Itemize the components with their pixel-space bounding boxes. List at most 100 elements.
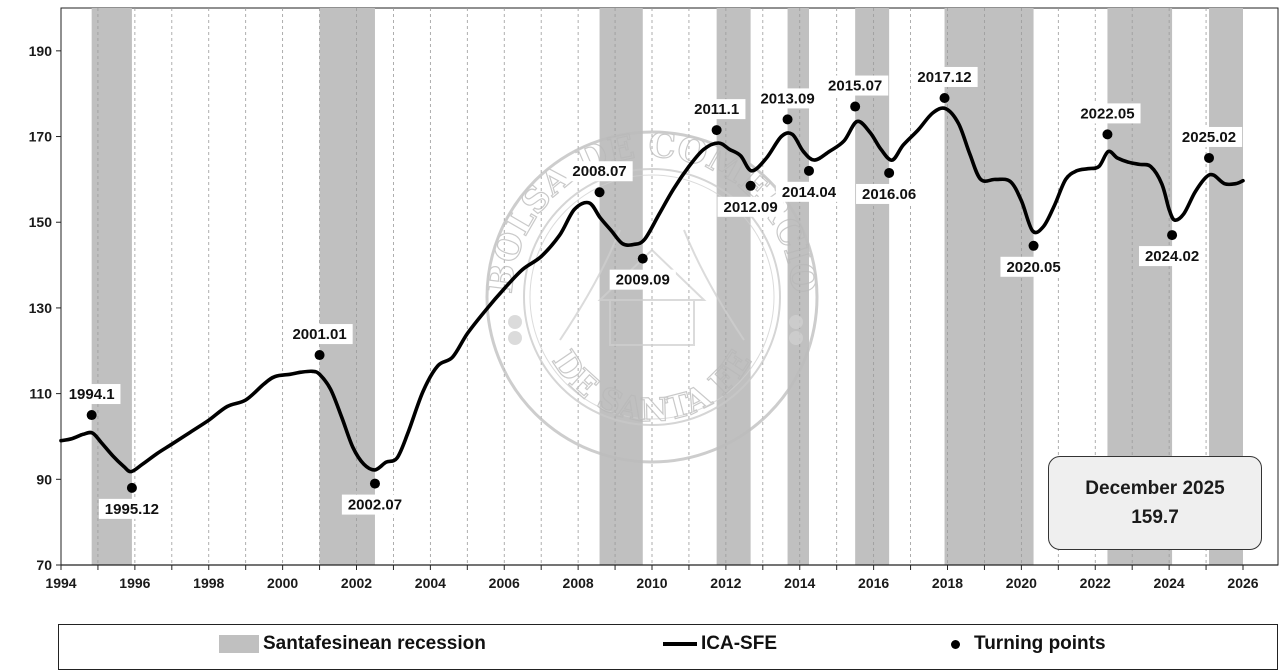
recession-band: [855, 8, 890, 565]
legend-recession-swatch: [219, 635, 259, 653]
y-tick-label: 190: [29, 43, 53, 59]
legend-item-line: ICA-SFE: [663, 633, 777, 655]
turning-point-label: 2017.12: [917, 69, 971, 86]
turning-point-label: 2009.09: [616, 272, 670, 289]
vertical-grid: [97, 8, 1207, 565]
turning-point-label: 2016.06: [862, 186, 916, 203]
x-tick-label: 2018: [932, 575, 963, 591]
x-tick-label: 2016: [858, 575, 889, 591]
watermark-seal: BOLSA DE COMERCIO DE SANTA FE: [480, 125, 824, 464]
y-tick-label: 170: [29, 129, 53, 145]
x-tick-label: 1994: [45, 575, 76, 591]
turning-point-label: 2014.04: [782, 184, 837, 201]
x-tick-label: 2020: [1006, 575, 1037, 591]
legend-line-swatch: [663, 642, 697, 646]
x-axis: 1994 1996 1998 2000 2002 2004 2006 2008 2010 2012…: [45, 564, 1278, 591]
turning-point-label-bg: [566, 161, 633, 182]
turning-point: [1204, 152, 1215, 163]
recession-band: [787, 8, 809, 565]
turning-point-label-bg: [717, 196, 784, 217]
latest-value-date: December 2025: [1085, 478, 1225, 499]
x-tick-label: 2000: [267, 575, 298, 591]
turning-point-label-bg: [341, 494, 409, 515]
turning-point: [369, 478, 380, 489]
x-tick-label: 1998: [193, 575, 224, 591]
x-tick-label: 2014: [784, 575, 815, 591]
turning-point: [939, 92, 950, 103]
turning-point: [1167, 230, 1178, 241]
recession-band: [944, 8, 1034, 565]
series-line-ica-sfe: [59, 106, 1245, 474]
turning-point-label: 2022.05: [1080, 105, 1134, 122]
x-tick-label: 2002: [341, 575, 372, 591]
latest-value-box: December 2025 159.7: [1048, 456, 1262, 550]
turning-point-label-bg: [687, 99, 746, 120]
x-tick-label: 2010: [636, 575, 667, 591]
y-axis: 70 90 110 130 150 170 190: [29, 8, 62, 573]
turning-point: [803, 165, 814, 176]
turning-point-label-bg: [1138, 246, 1206, 267]
legend-line-label: ICA-SFE: [701, 633, 777, 654]
turning-point-label-bg: [911, 66, 978, 87]
turning-point-label: 2008.07: [572, 163, 626, 180]
y-tick-label: 90: [36, 471, 52, 487]
turning-point: [86, 410, 97, 421]
turning-point-label-bg: [286, 324, 353, 345]
recession-band: [319, 8, 375, 565]
turning-point: [314, 350, 325, 361]
turning-point: [594, 187, 605, 198]
turning-point-label: 2024.02: [1145, 248, 1199, 265]
turning-point-label-bg: [98, 498, 166, 519]
latest-value-number: 159.7: [1131, 507, 1179, 528]
turning-point: [637, 253, 648, 264]
turning-point-label: 2002.07: [348, 497, 402, 514]
legend: Santafesinean recession ICA-SFE Turning …: [58, 624, 1278, 670]
turning-point-label: 1995.12: [105, 501, 159, 518]
x-tick-label: 2026: [1227, 575, 1258, 591]
turning-point-label: 2011.1: [694, 101, 739, 118]
turning-point: [884, 167, 895, 178]
turning-point-label-bg: [1000, 256, 1067, 277]
y-tick-label: 70: [36, 557, 52, 573]
x-tick-label: 2022: [1080, 575, 1111, 591]
turning-point: [711, 125, 722, 136]
recession-band: [91, 8, 132, 565]
turning-point: [126, 482, 137, 493]
turning-point-label-bg: [754, 88, 821, 109]
turning-point-label: 2012.09: [724, 199, 778, 216]
recession-band: [716, 8, 751, 565]
turning-point-label: 2015.07: [828, 78, 882, 95]
x-tick-label: 2024: [1154, 575, 1185, 591]
y-tick-label: 130: [29, 300, 53, 316]
turning-point: [1102, 129, 1113, 140]
turning-point-label-bg: [856, 183, 923, 204]
x-tick-label: 1996: [119, 575, 150, 591]
legend-point-swatch: [951, 639, 960, 649]
turning-point-label: 2001.01: [292, 326, 346, 343]
turning-point-label-bg: [1175, 126, 1243, 147]
turning-point-label: 2025.02: [1182, 129, 1236, 146]
turning-point-label: 2020.05: [1006, 259, 1060, 276]
turning-point-label-bg: [62, 384, 121, 405]
x-tick-label: 2004: [415, 575, 446, 591]
legend-item-recession: Santafesinean recession: [219, 633, 486, 655]
legend-points-label: Turning points: [974, 633, 1106, 654]
turning-point-label: 1994.1: [69, 386, 115, 403]
y-tick-label: 110: [29, 386, 52, 402]
turning-points: 1994.1 1995.12 2001.01 2002.07 2008.07 2009.0…: [62, 66, 1243, 519]
turning-point-label-bg: [775, 181, 843, 202]
turning-point: [850, 101, 861, 112]
x-tick-label: 2006: [489, 575, 520, 591]
turning-point-label-bg: [1074, 103, 1141, 124]
turning-point-label-bg: [822, 75, 889, 96]
legend-item-points: Turning points: [951, 633, 1106, 655]
x-tick-label: 2008: [563, 575, 594, 591]
turning-point: [1028, 240, 1039, 251]
turning-point: [782, 114, 793, 125]
turning-point: [745, 180, 756, 191]
legend-recession-label: Santafesinean recession: [263, 633, 486, 654]
x-tick-label: 2012: [710, 575, 741, 591]
turning-point-label-bg: [609, 269, 676, 290]
y-tick-label: 150: [29, 214, 53, 230]
turning-point-label: 2013.09: [760, 90, 814, 107]
